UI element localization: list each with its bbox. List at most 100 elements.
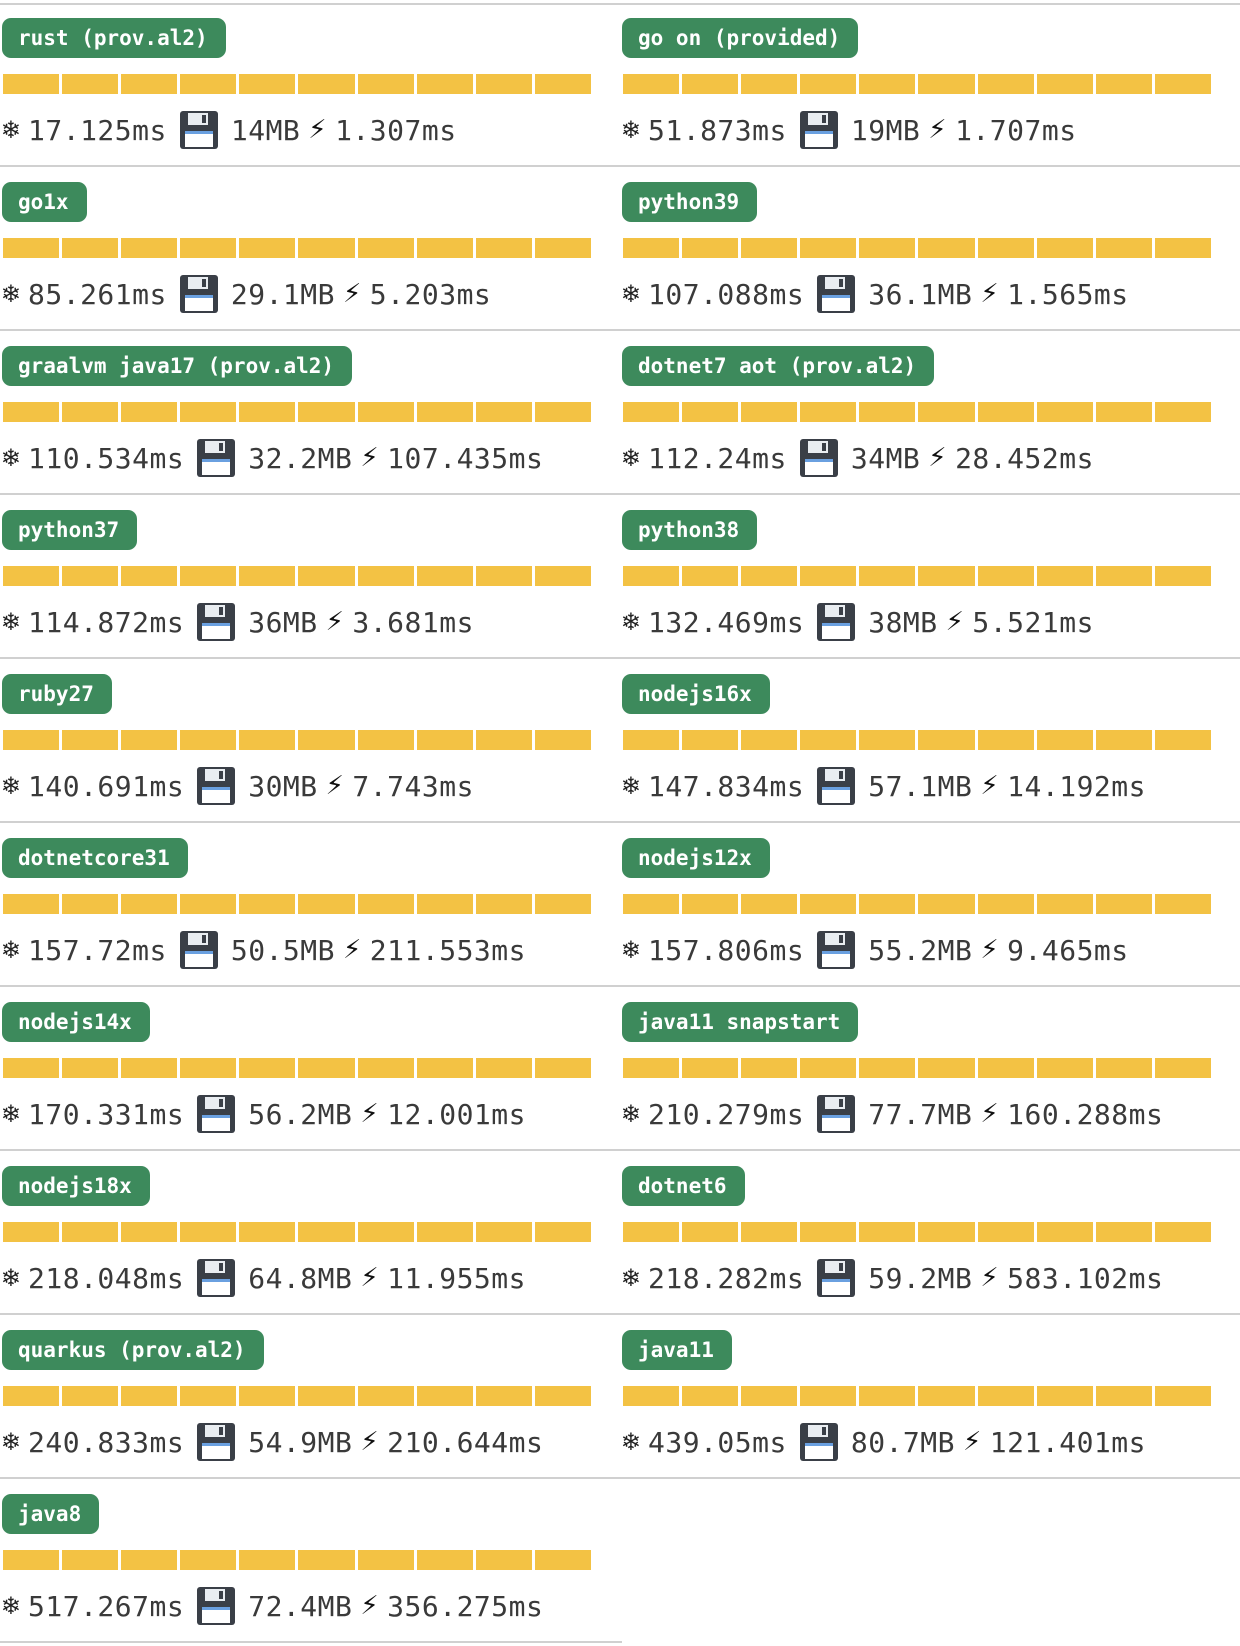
progress-bar	[3, 1222, 591, 1242]
snowflake-icon: ❄	[0, 772, 22, 800]
runtime-stats: ❄ 17.125ms 14MB ⚡ 1.307ms	[0, 108, 457, 152]
benchmark-row: rust (prov.al2) ❄ 17.125ms 14MB ⚡ 1.307m…	[0, 3, 1240, 167]
floppy-disk-icon	[196, 1422, 236, 1462]
benchmark-row: go1x ❄ 85.261ms 29.1MB ⚡ 5.203ms python3…	[0, 167, 1240, 331]
runtime-badge: python37	[2, 510, 138, 550]
duration-value: 1.307ms	[335, 113, 457, 147]
runtime-card: java11 snapstart ❄ 210.279ms 77.7MB ⚡ 16…	[620, 987, 1216, 1151]
duration-value: 121.401ms	[989, 1425, 1146, 1459]
runtime-stats: ❄ 218.048ms 64.8MB ⚡ 11.955ms	[0, 1256, 526, 1300]
duration-value: 160.288ms	[1007, 1097, 1164, 1131]
runtime-card: quarkus (prov.al2) ❄ 240.833ms 54.9MB ⚡ …	[0, 1315, 596, 1479]
runtime-badge: nodejs16x	[622, 674, 770, 714]
runtime-stats: ❄ 132.469ms 38MB ⚡ 5.521ms	[620, 600, 1094, 644]
cold-start-value: 140.691ms	[28, 769, 185, 803]
snowflake-icon: ❄	[0, 936, 22, 964]
cold-start-value: 157.72ms	[28, 933, 167, 967]
floppy-disk-icon	[799, 438, 839, 478]
lightning-bolt-icon: ⚡	[980, 771, 1000, 801]
duration-value: 11.955ms	[387, 1261, 526, 1295]
memory-value: 54.9MB	[248, 1425, 353, 1459]
snowflake-icon: ❄	[620, 1264, 642, 1292]
floppy-disk-icon	[196, 1094, 236, 1134]
row-divider	[0, 1641, 622, 1643]
snowflake-icon: ❄	[0, 1100, 22, 1128]
runtime-card: python37 ❄ 114.872ms 36MB ⚡ 3.681ms	[0, 495, 596, 659]
memory-value: 34MB	[850, 441, 921, 475]
duration-value: 9.465ms	[1007, 933, 1129, 967]
runtime-stats: ❄ 51.873ms 19MB ⚡ 1.707ms	[620, 108, 1077, 152]
duration-value: 583.102ms	[1007, 1261, 1164, 1295]
runtime-stats: ❄ 439.05ms 80.7MB ⚡ 121.401ms	[620, 1420, 1146, 1464]
memory-value: 64.8MB	[248, 1261, 353, 1295]
duration-value: 1.565ms	[1007, 277, 1129, 311]
memory-value: 80.7MB	[850, 1425, 956, 1459]
cold-start-value: 218.048ms	[28, 1261, 185, 1295]
floppy-disk-icon	[816, 766, 856, 806]
runtime-stats: ❄ 170.331ms 56.2MB ⚡ 12.001ms	[0, 1092, 526, 1136]
duration-value: 14.192ms	[1007, 769, 1146, 803]
cold-start-value: 147.834ms	[648, 769, 805, 803]
cold-start-value: 157.806ms	[648, 933, 805, 967]
runtime-badge: graalvm java17 (prov.al2)	[2, 346, 353, 386]
memory-value: 77.7MB	[868, 1097, 973, 1131]
cold-start-value: 114.872ms	[28, 605, 185, 639]
snowflake-icon: ❄	[620, 936, 642, 964]
floppy-disk-icon	[816, 602, 856, 642]
progress-bar	[3, 566, 591, 586]
floppy-disk-icon	[799, 110, 839, 150]
progress-bar	[3, 402, 591, 422]
lightning-bolt-icon: ⚡	[945, 607, 965, 637]
progress-bar	[3, 730, 591, 750]
progress-bar	[623, 894, 1211, 914]
lightning-bolt-icon: ⚡	[325, 771, 345, 801]
benchmark-row: graalvm java17 (prov.al2) ❄ 110.534ms 32…	[0, 331, 1240, 495]
benchmark-row: nodejs14x ❄ 170.331ms 56.2MB ⚡ 12.001ms …	[0, 987, 1240, 1151]
duration-value: 5.521ms	[972, 605, 1094, 639]
lightning-bolt-icon: ⚡	[360, 1099, 380, 1129]
memory-value: 30MB	[248, 769, 318, 803]
duration-value: 356.275ms	[387, 1589, 544, 1623]
runtime-stats: ❄ 157.806ms 55.2MB ⚡ 9.465ms	[620, 928, 1129, 972]
lightning-bolt-icon: ⚡	[360, 443, 380, 473]
runtime-stats: ❄ 110.534ms 32.2MB ⚡ 107.435ms	[0, 436, 543, 480]
snowflake-icon: ❄	[0, 280, 22, 308]
runtime-card: dotnet6 ❄ 218.282ms 59.2MB ⚡ 583.102ms	[620, 1151, 1216, 1315]
snowflake-icon: ❄	[620, 1100, 642, 1128]
lightning-bolt-icon: ⚡	[360, 1591, 380, 1621]
row-divider	[0, 1477, 1240, 1479]
snowflake-icon: ❄	[620, 280, 642, 308]
snowflake-icon: ❄	[0, 1592, 22, 1620]
memory-value: 72.4MB	[248, 1589, 353, 1623]
lightning-bolt-icon: ⚡	[963, 1427, 982, 1457]
runtime-badge: go1x	[2, 182, 87, 222]
progress-bar	[3, 74, 591, 94]
runtime-stats: ❄ 112.24ms 34MB ⚡ 28.452ms	[620, 436, 1094, 480]
runtime-badge: dotnet6	[622, 1166, 745, 1206]
snowflake-icon: ❄	[620, 1428, 642, 1456]
runtime-badge: python39	[622, 182, 758, 222]
runtime-card: nodejs18x ❄ 218.048ms 64.8MB ⚡ 11.955ms	[0, 1151, 596, 1315]
snowflake-icon: ❄	[620, 444, 642, 472]
runtime-card: graalvm java17 (prov.al2) ❄ 110.534ms 32…	[0, 331, 596, 495]
progress-bar	[623, 402, 1211, 422]
runtime-badge: nodejs14x	[2, 1002, 150, 1042]
row-divider	[0, 493, 1240, 495]
runtime-card: nodejs14x ❄ 170.331ms 56.2MB ⚡ 12.001ms	[0, 987, 596, 1151]
runtime-card: go on (provided) ❄ 51.873ms 19MB ⚡ 1.707…	[620, 3, 1216, 167]
runtime-card: python39 ❄ 107.088ms 36.1MB ⚡ 1.565ms	[620, 167, 1216, 331]
runtime-badge: nodejs18x	[2, 1166, 150, 1206]
runtime-stats: ❄ 107.088ms 36.1MB ⚡ 1.565ms	[620, 272, 1129, 316]
progress-bar	[623, 566, 1211, 586]
runtime-stats: ❄ 218.282ms 59.2MB ⚡ 583.102ms	[620, 1256, 1163, 1300]
lightning-bolt-icon: ⚡	[343, 935, 362, 965]
cold-start-value: 170.331ms	[28, 1097, 185, 1131]
floppy-disk-icon	[196, 1258, 236, 1298]
memory-value: 14MB	[230, 113, 301, 147]
runtime-card: nodejs12x ❄ 157.806ms 55.2MB ⚡ 9.465ms	[620, 823, 1216, 987]
progress-bar	[3, 1550, 591, 1570]
floppy-disk-icon	[816, 1094, 856, 1134]
runtime-badge: nodejs12x	[622, 838, 770, 878]
runtime-badge: quarkus (prov.al2)	[2, 1330, 264, 1370]
duration-value: 3.681ms	[352, 605, 474, 639]
